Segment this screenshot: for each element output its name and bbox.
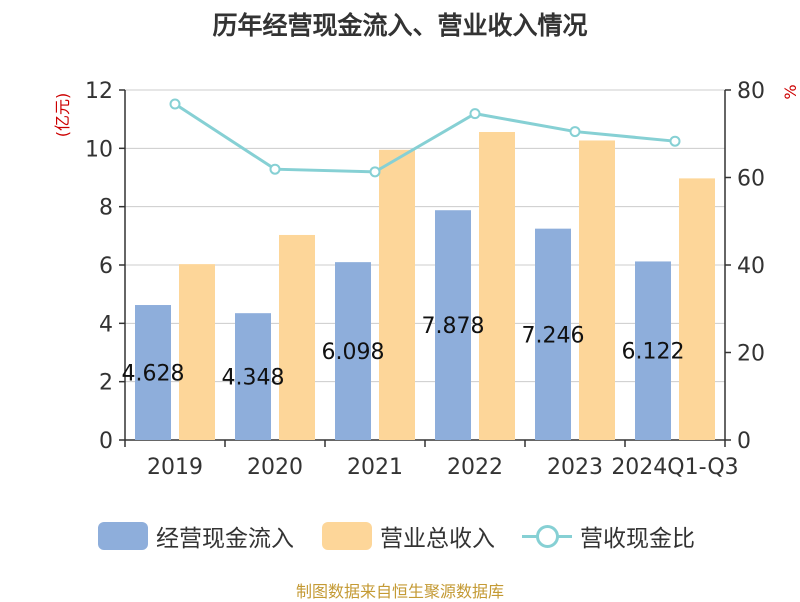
right-axis-tick-label: 40 [737, 254, 765, 279]
legend-item-cash[interactable]: 经营现金流入 [98, 518, 294, 554]
line-ratio [174, 102, 676, 174]
left-axis-tick-label: 2 [99, 371, 113, 396]
data-label-cash-inflow: 6.098 [322, 340, 385, 365]
point-ratio [169, 98, 181, 110]
x-axis-tick-label: 2021 [347, 455, 403, 480]
data-label-cash-inflow: 7.878 [422, 314, 485, 339]
left-axis-tick-label: 12 [85, 79, 113, 104]
point-ratio [469, 108, 481, 120]
right-axis-tick-label: 20 [737, 342, 765, 367]
point-ratio [569, 126, 581, 138]
data-label-cash-inflow: 4.348 [222, 366, 285, 391]
left-axis-tick-label: 4 [99, 312, 113, 337]
right-axis-tick-label: 80 [737, 79, 765, 104]
data-label-cash-inflow: 6.122 [622, 340, 685, 365]
chart-title: 历年经营现金流入、营业收入情况 [212, 11, 588, 40]
legend-label-cash: 经营现金流入 [156, 526, 294, 552]
bar-revenue [279, 234, 315, 440]
data-label-cash-inflow: 4.628 [122, 362, 185, 387]
bar-cash-inflow [335, 262, 371, 440]
legend-label-revenue: 营业总收入 [380, 526, 495, 552]
point-ratio [669, 135, 681, 147]
legend: 经营现金流入 营业总收入 营收现金比 [0, 518, 800, 554]
left-axis-tick-label: 8 [99, 196, 113, 221]
legend-label-ratio: 营收现金比 [580, 526, 695, 552]
data-source-note: 制图数据来自恒生聚源数据库 [295, 582, 504, 601]
bar-cash-inflow [635, 261, 671, 440]
bar-revenue [579, 140, 615, 441]
left-axis-tick-label: 10 [85, 137, 113, 162]
x-axis-tick-label: 2019 [147, 455, 203, 480]
chart-canvas: 0 2 4 6 8 10 12 0 20 40 60 80 (亿元)% 2019 2020 2021 2022 2… [53, 79, 800, 480]
right-axis-tick-label: 60 [737, 167, 765, 192]
legend-swatch-cash [98, 522, 148, 550]
x-axis-tick-label: 2023 [547, 455, 603, 480]
bar-revenue [479, 132, 515, 440]
legend-swatch-ratio [522, 522, 572, 550]
bar-cash-inflow [435, 210, 471, 440]
x-axis-tick-label: 2024Q1-Q3 [611, 455, 738, 480]
left-axis-tick-label: 6 [99, 254, 113, 279]
legend-item-revenue[interactable]: 营业总收入 [322, 518, 495, 554]
data-label-cash-inflow: 7.246 [522, 323, 585, 348]
left-axis-unit-label: (亿元) [53, 93, 72, 138]
bar-cash-inflow [535, 228, 571, 440]
legend-item-ratio[interactable]: 营收现金比 [522, 518, 695, 554]
point-ratio [369, 166, 381, 178]
x-axis-tick-label: 2020 [247, 455, 303, 480]
right-axis-tick-label: 0 [737, 429, 751, 454]
legend-swatch-revenue [322, 522, 372, 550]
bar-revenue [379, 149, 415, 440]
left-axis-tick-label: 0 [99, 429, 113, 454]
bar-revenue [679, 178, 715, 440]
right-axis-unit-label: % [781, 84, 800, 99]
x-axis-tick-label: 2022 [447, 455, 503, 480]
bar-cash-inflow [135, 305, 171, 440]
point-ratio [269, 163, 281, 175]
bar-revenue [179, 264, 215, 440]
bar-cash-inflow [235, 313, 271, 440]
